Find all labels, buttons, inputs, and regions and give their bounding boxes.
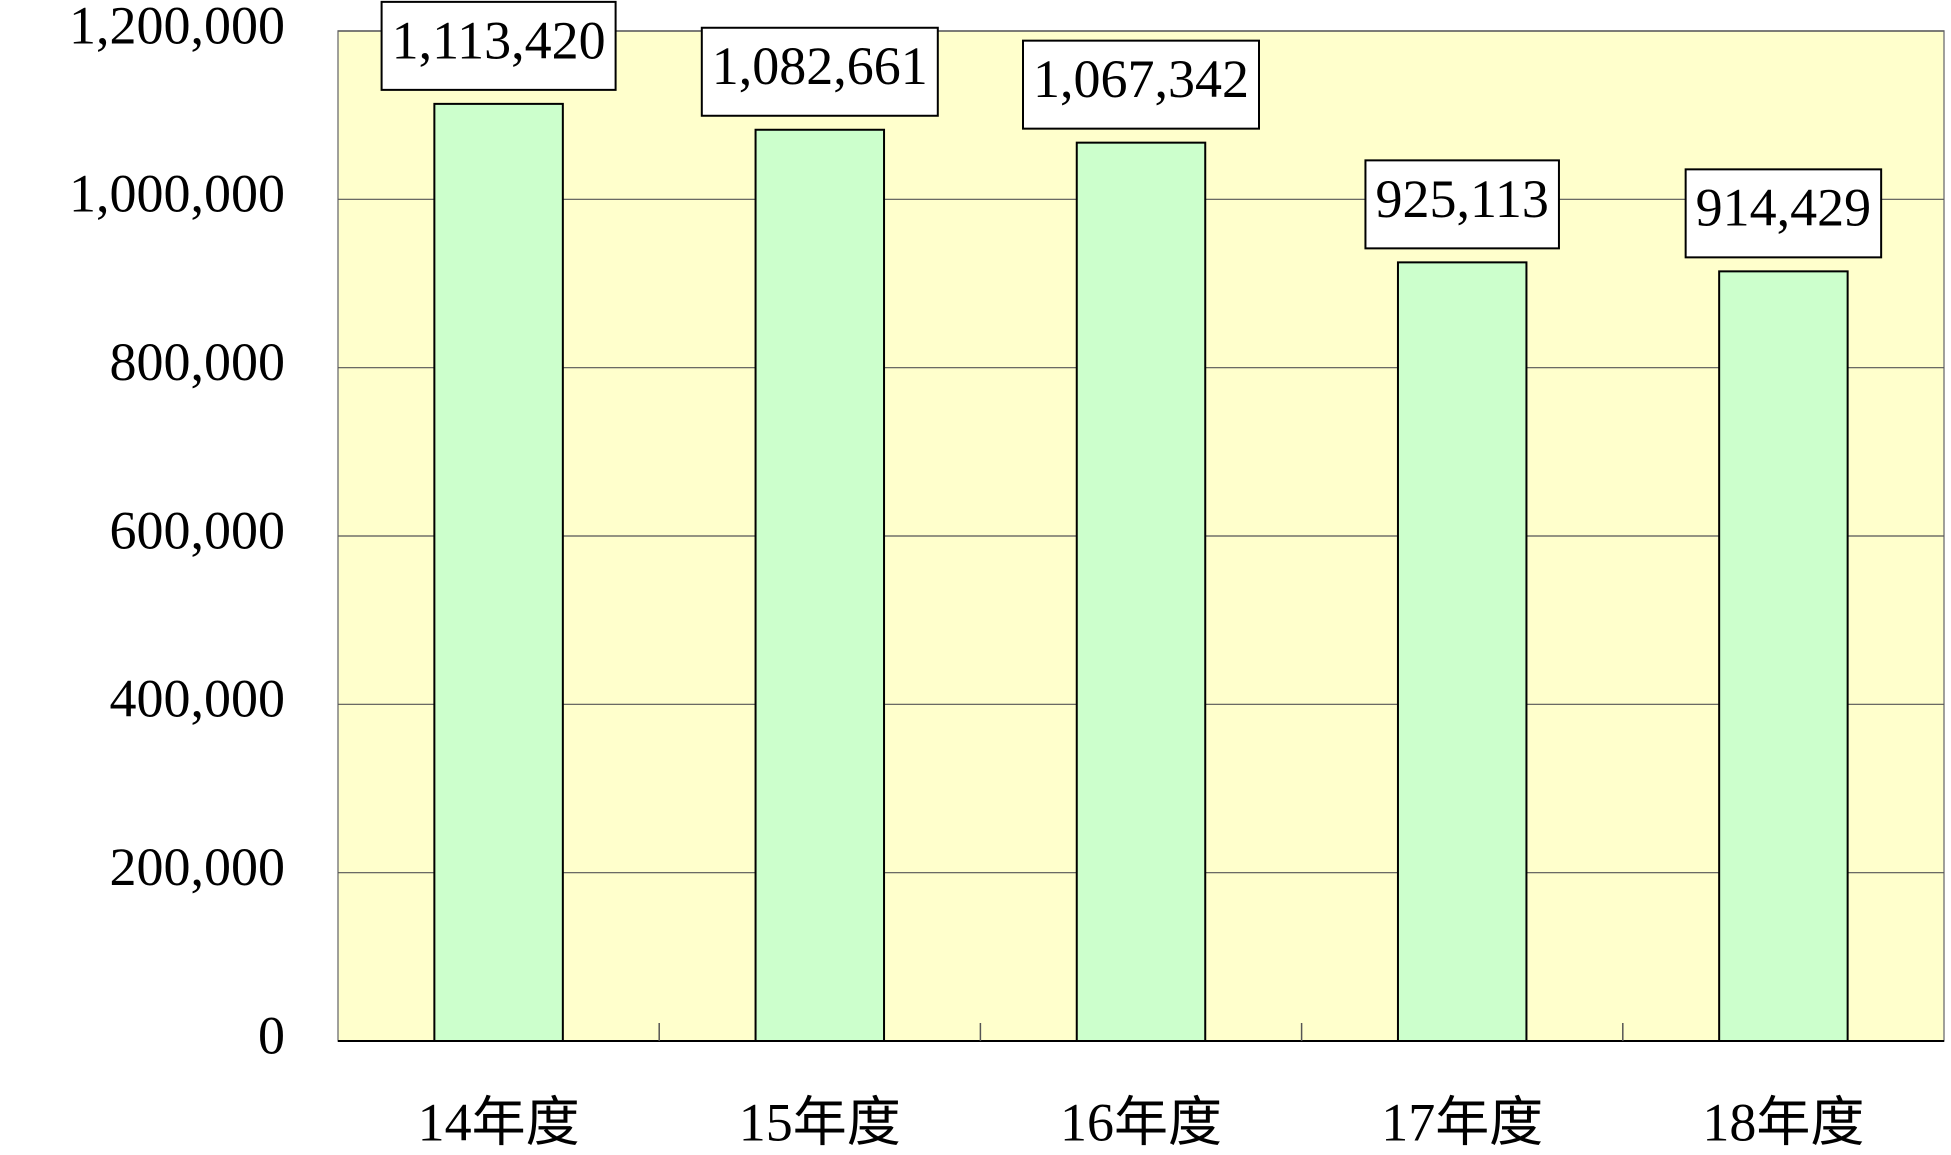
data-label: 1,067,342	[1033, 49, 1249, 109]
y-tick-label: 1,200,000	[69, 0, 285, 55]
bar	[433, 102, 564, 1042]
data-label: 1,082,661	[712, 36, 928, 96]
data-label-box	[1684, 168, 1883, 259]
data-label: 925,113	[1375, 169, 1549, 229]
data-label: 1,113,420	[392, 10, 606, 70]
y-tick-label: 200,000	[110, 837, 286, 897]
x-tick-label: 14年度	[418, 1092, 580, 1152]
bar	[1396, 261, 1528, 1042]
bar	[1075, 141, 1207, 1043]
x-tick-label: 15年度	[739, 1092, 901, 1152]
y-tick-label: 800,000	[110, 332, 286, 392]
bar	[1718, 270, 1849, 1042]
y-tick-label: 400,000	[110, 669, 286, 729]
data-label: 914,429	[1696, 178, 1872, 238]
data-label-box	[1364, 159, 1560, 250]
x-tick-label: 17年度	[1381, 1092, 1543, 1152]
y-tick-label: 1,000,000	[69, 164, 285, 224]
x-tick-label: 16年度	[1060, 1092, 1222, 1152]
data-label-box	[1022, 39, 1260, 130]
data-label-box	[380, 0, 617, 91]
data-label-box	[700, 26, 939, 117]
y-tick-label: 0	[258, 1005, 285, 1065]
x-tick-label: 18年度	[1702, 1092, 1864, 1152]
y-tick-label: 600,000	[110, 500, 286, 560]
bar	[754, 128, 886, 1043]
